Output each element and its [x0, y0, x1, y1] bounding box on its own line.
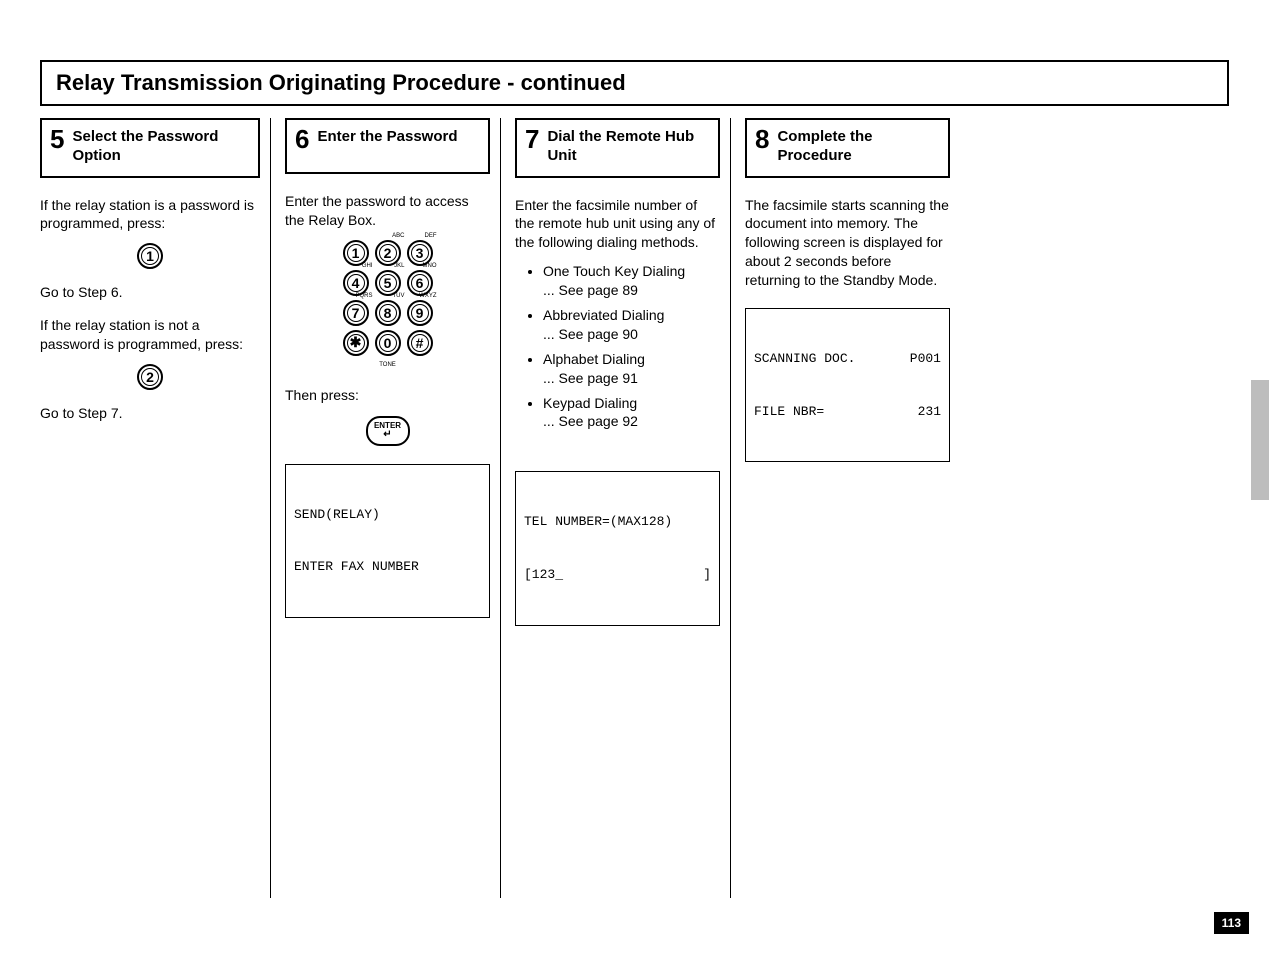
keypad-key: 8TUV	[375, 300, 401, 326]
step-6-then: Then press:	[285, 386, 490, 405]
dialing-methods-list: One Touch Key Dialing ... See page 89 Ab…	[515, 262, 720, 431]
step-7-para1: Enter the facsimile number of the remote…	[515, 196, 720, 253]
step-5-key2-wrap: 2	[40, 364, 260, 390]
step-7-header: 7 Dial the Remote Hub Unit	[515, 118, 720, 178]
step-8-number: 8	[755, 126, 769, 152]
step-6-number: 6	[295, 126, 309, 152]
step-5-goto2: Go to Step 7.	[40, 404, 260, 423]
keypad-key: 7PQRS	[343, 300, 369, 326]
list-item: One Touch Key Dialing ... See page 89	[543, 262, 720, 300]
lcd-line: TEL NUMBER=(MAX128)	[524, 513, 711, 531]
key-2-icon: 2	[137, 364, 163, 390]
lcd-line: FILE NBR= 231	[754, 403, 941, 421]
step-8-column: 8 Complete the Procedure The facsimile s…	[730, 118, 960, 898]
step-7-title: Dial the Remote Hub Unit	[547, 126, 710, 166]
step-5-goto1: Go to Step 6.	[40, 283, 260, 302]
keypad-key: 9WXYZ	[407, 300, 433, 326]
step-5-number: 5	[50, 126, 64, 152]
step-6-para1: Enter the password to access the Relay B…	[285, 192, 490, 230]
page-title: Relay Transmission Originating Procedure…	[56, 70, 1213, 96]
step-6-lcd: SEND(RELAY) ENTER FAX NUMBER	[285, 464, 490, 618]
step-6-title: Enter the Password	[317, 126, 457, 147]
step-7-column: 7 Dial the Remote Hub Unit Enter the fac…	[500, 118, 730, 898]
step-8-header: 8 Complete the Procedure	[745, 118, 950, 178]
lcd-line: SCANNING DOC. P001	[754, 350, 941, 368]
list-item: Alphabet Dialing ... See page 91	[543, 350, 720, 388]
key-1-icon: 1	[137, 243, 163, 269]
step-8-title: Complete the Procedure	[777, 126, 940, 166]
step-5-key1-wrap: 1	[40, 243, 260, 269]
step-5-column: 5 Select the Password Option If the rela…	[40, 118, 270, 898]
keypad-key: ✱	[343, 330, 369, 356]
keypad-tone-label: TONE	[379, 362, 396, 368]
page-number-badge: 113	[1214, 912, 1249, 934]
step-7-number: 7	[525, 126, 539, 152]
step-8-lcd: SCANNING DOC. P001 FILE NBR= 231	[745, 308, 950, 462]
step-6-header: 6 Enter the Password	[285, 118, 490, 174]
step-5-para1: If the relay station is a pass­word is p…	[40, 196, 260, 234]
list-item: Abbreviated Dialing ... See page 90	[543, 306, 720, 344]
keypad-key: #	[407, 330, 433, 356]
step-5-title: Select the Password Option	[72, 126, 250, 166]
enter-key-icon: ENTER ↵	[366, 416, 410, 446]
step-8-para1: The facsimile starts scanning the docume…	[745, 196, 950, 290]
enter-key-wrap: ENTER ↵	[285, 415, 490, 446]
list-item: Keypad Dialing ... See page 92	[543, 394, 720, 432]
step-6-column: 6 Enter the Password Enter the password …	[270, 118, 500, 898]
enter-arrow-icon: ↵	[383, 430, 391, 440]
lcd-line: [123_ ]	[524, 566, 711, 584]
keypad-key: 0	[375, 330, 401, 356]
step-5-header: 5 Select the Password Option	[40, 118, 260, 178]
step-5-para2: If the relay station is not a password i…	[40, 316, 260, 354]
page-title-bar: Relay Transmission Originating Procedure…	[40, 60, 1229, 106]
lcd-line: SEND(RELAY)	[294, 506, 481, 524]
lcd-line: ENTER FAX NUMBER	[294, 558, 481, 576]
side-thumb-tab	[1251, 380, 1269, 500]
step-columns: 5 Select the Password Option If the rela…	[40, 118, 1229, 898]
step-7-lcd: TEL NUMBER=(MAX128) [123_ ]	[515, 471, 720, 625]
keypad-icon: 1 2ABC 3DEF 4GHI 5JKL 6MNO 7PQRS 8TUV 9W…	[285, 240, 490, 368]
